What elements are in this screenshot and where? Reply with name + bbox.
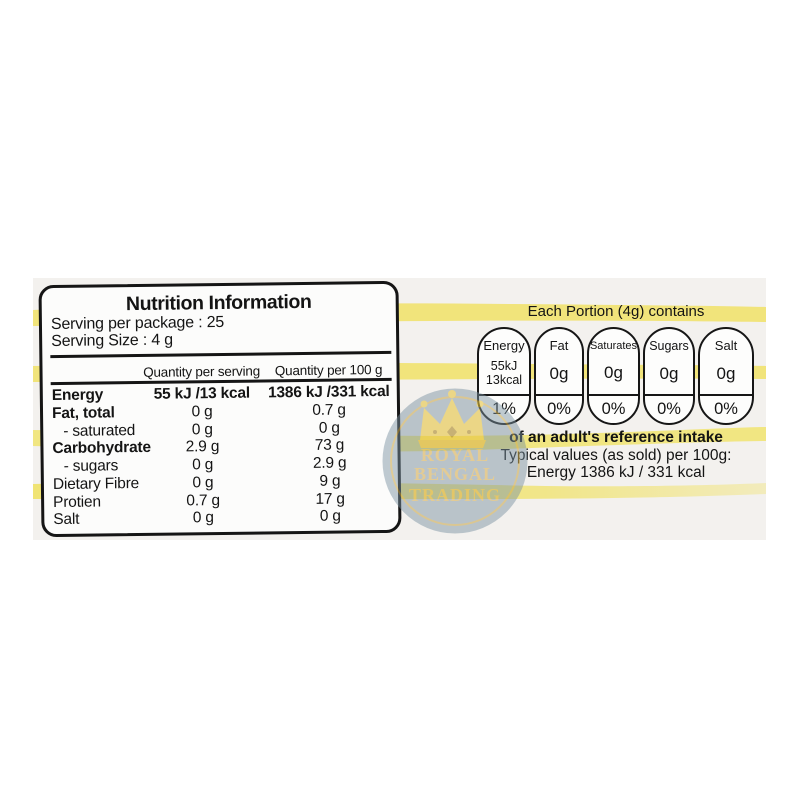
row-per-serving: 0.7 g — [186, 491, 220, 510]
row-per-100g: 0.7 g — [312, 401, 346, 419]
row-per-100g: 73 g — [314, 436, 345, 455]
pill-percent: 0% — [547, 400, 571, 418]
pill-energy: Energy 55kJ 13kcal 1% — [477, 327, 531, 425]
pill-value-line: 0g — [716, 363, 736, 383]
header-quantity-per-100g: Quantity per 100 g — [274, 362, 383, 379]
row-per-100g: 9 g — [319, 472, 341, 490]
row-per-100g: 17 g — [315, 490, 345, 508]
row-label: Fat, total — [51, 403, 115, 422]
row-per-100g: 1386 kJ /331 kcal — [267, 382, 390, 402]
pill-value-line: 13kcal — [485, 372, 523, 387]
row-label: Energy — [51, 386, 104, 404]
pill-percent: 1% — [492, 400, 516, 418]
pill-sugars: Sugars 0g 0% — [643, 327, 695, 425]
row-label: - saturated — [63, 421, 136, 440]
pill-label: Salt — [714, 338, 738, 353]
row-per-serving: 0 g — [192, 473, 214, 492]
row-per-serving: 0 g — [192, 456, 214, 474]
table-row: Salt 0 g 0 g — [44, 507, 398, 529]
energy-per-100g-text: Energy 1386 kJ / 331 kcal — [526, 464, 706, 481]
row-per-serving: 55 kJ /13 kcal — [153, 384, 251, 403]
pill-divider — [536, 394, 582, 396]
serving-size: Serving Size : 4 g — [51, 331, 174, 350]
nutrition-information-panel: Nutrition Information Serving per packag… — [38, 280, 402, 538]
pill-saturates: Saturates 0g 0% — [587, 327, 640, 425]
row-per-100g: 0 g — [318, 419, 340, 437]
portion-pills: Energy 55kJ 13kcal 1% Fat 0g 0% Saturate… — [477, 327, 754, 425]
pill-label: Energy — [483, 338, 525, 353]
pill-value-line: 55kJ — [490, 359, 518, 373]
pill-divider — [645, 394, 693, 396]
pill-divider — [479, 394, 529, 396]
pill-label: Sugars — [649, 339, 689, 353]
pill-divider — [700, 394, 752, 396]
pill-value-line: 0g — [659, 363, 679, 383]
row-label: Protien — [53, 493, 101, 511]
row-per-serving: 0 g — [191, 402, 213, 421]
row-per-serving: 0 g — [192, 509, 214, 527]
pill-percent: 0% — [714, 400, 738, 418]
header-quantity-per-serving: Quantity per serving — [143, 363, 261, 380]
table-body: Energy 55 kJ /13 kcal 1386 kJ /331 kcal … — [43, 381, 399, 530]
row-label: Dietary Fibre — [52, 474, 140, 493]
pill-percent: 0% — [657, 400, 681, 418]
pill-divider — [589, 394, 638, 396]
pill-value: 55kJ 13kcal — [479, 353, 529, 394]
row-per-100g: 0 g — [319, 508, 341, 526]
pill-fat: Fat 0g 0% — [534, 327, 584, 425]
row-label: Salt — [53, 511, 80, 529]
row-per-100g: 2.9 g — [312, 454, 347, 472]
table-header-row: Quantity per serving Quantity per 100 g — [42, 354, 396, 381]
pill-percent: 0% — [601, 400, 626, 418]
reference-intake-text: of an adult's reference intake — [509, 429, 723, 446]
row-label: - sugars — [63, 457, 119, 476]
row-label: Carbohydrate — [52, 439, 151, 458]
pill-salt: Salt 0g 0% — [698, 327, 754, 425]
portion-panel-title: Each Portion (4g) contains — [527, 303, 705, 320]
portion-footnote: of an adult's reference intake Typical v… — [474, 429, 758, 482]
pill-value-line: 0g — [604, 363, 623, 382]
typical-values-text: Typical values (as sold) per 100g: — [500, 446, 732, 464]
pill-value-line: 0g — [549, 363, 569, 383]
row-per-serving: 0 g — [191, 420, 213, 438]
pill-label: Saturates — [589, 340, 638, 352]
row-per-serving: 2.9 g — [185, 438, 220, 456]
pill-label: Fat — [549, 338, 569, 353]
